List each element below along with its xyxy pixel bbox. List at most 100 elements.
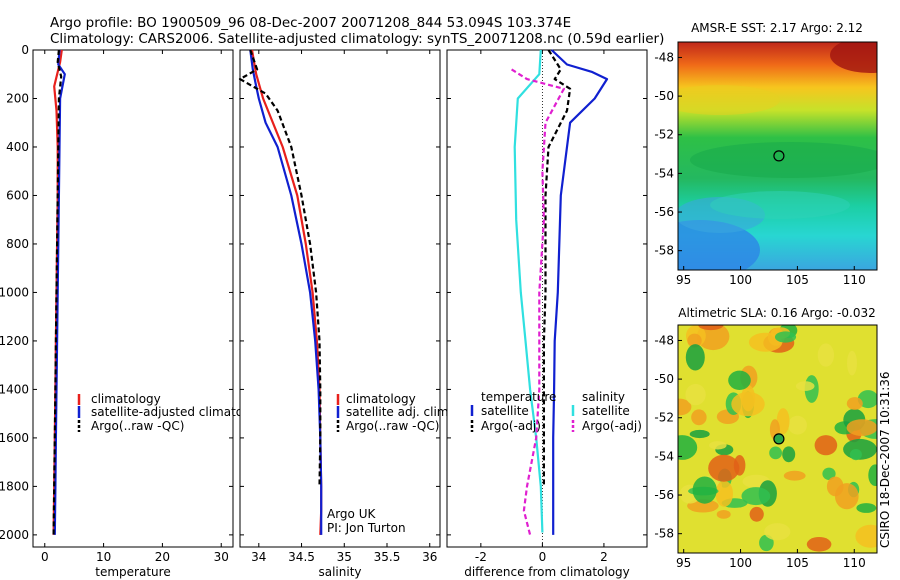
sla-patch [776, 408, 790, 435]
float-position-marker [773, 433, 785, 445]
y-tick-label: 1000 [0, 285, 29, 299]
map-y-tick-label: -58 [654, 527, 674, 541]
x-tick-label: 30 [214, 550, 229, 564]
float-position-marker [773, 150, 785, 162]
map-y-tick-label: -50 [654, 89, 674, 103]
y-tick-label: 1400 [0, 382, 29, 396]
map-x-tick-label: 95 [676, 556, 691, 570]
sla-patch [685, 344, 705, 371]
legend-label-satellite-adj: satellite adj. clim. [346, 405, 452, 419]
sla-patch [855, 524, 877, 548]
y-tick-label: 800 [6, 237, 29, 251]
difference-xlabel: difference from climatology [464, 565, 630, 579]
sla-patch [846, 397, 863, 410]
map-x-tick-label: 105 [786, 556, 809, 570]
legend-title-salinity: salinity [582, 390, 625, 404]
sla-patch [822, 467, 836, 480]
sla-patch [733, 455, 746, 476]
y-tick-label: 200 [6, 91, 29, 105]
map-y-tick-label: -56 [654, 488, 674, 502]
map-x-tick-label: 95 [676, 273, 691, 287]
map-x-tick-label: 100 [729, 273, 752, 287]
sla-patch [788, 415, 807, 435]
temperature-ticks: 0 10 20 30 0 200 400 600 800 1000 1200 1400 1600 1800… [0, 43, 233, 564]
y-tick-label: 2000 [0, 528, 29, 542]
figure-header-line1: Argo profile: BO 1900509_96 08-Dec-2007 … [50, 15, 571, 31]
sla-patch [806, 537, 832, 552]
x-tick-label: 10 [96, 550, 111, 564]
principal-investigator-label: PI: Jon Turton [327, 521, 406, 535]
x-tick-label: 35.5 [374, 550, 401, 564]
difference-lines [511, 49, 609, 536]
salinity-ticks: 34 34.5 35 35.5 36 [240, 49, 440, 564]
sla-patch [698, 325, 724, 331]
sla-patch [731, 392, 765, 417]
series-line [52, 49, 63, 535]
sla-patch [689, 429, 710, 439]
map-x-tick-label: 105 [786, 273, 809, 287]
y-tick-label: 600 [6, 188, 29, 202]
x-tick-label: 2 [600, 550, 608, 564]
x-tick-label: 35 [337, 550, 352, 564]
salinity-lines [238, 49, 323, 535]
temperature-panel: 0 10 20 30 0 200 400 600 800 1000 1200 1400 1600 1800… [0, 43, 269, 579]
legend-label-satellite-adjusted: satellite-adjusted climatology [91, 405, 269, 419]
difference-legend-salinity: salinity satellite Argo(-adj) [571, 390, 642, 433]
y-tick-label: 1600 [0, 431, 29, 445]
sla-patch [678, 398, 692, 416]
temperature-axes-frame [32, 49, 234, 548]
salinity-xlabel: salinity [318, 565, 361, 579]
sla-patch [835, 483, 859, 510]
difference-panel: -2 0 2 difference from climatology tempera… [446, 49, 648, 579]
y-tick-label: 1800 [0, 479, 29, 493]
float-owner-label: Argo UK [327, 507, 376, 521]
legend-label-climatology: climatology [91, 392, 161, 406]
map-y-tick-label: -52 [654, 128, 674, 142]
map-y-tick-label: -50 [654, 372, 674, 386]
sla-patch [748, 332, 783, 352]
legend-title-temperature: temperature [481, 390, 556, 404]
legend-label-climatology: climatology [346, 392, 416, 406]
sla-patch [817, 343, 835, 367]
map-y-tick-label: -48 [654, 333, 674, 347]
legend-label-temperature-argo: Argo(-adj) [481, 419, 541, 433]
map-y-tick-label: -52 [654, 411, 674, 425]
y-tick-label: 400 [6, 140, 29, 154]
sla-patch [764, 523, 791, 541]
map-y-tick-label: -48 [654, 50, 674, 64]
sst-map-frame [677, 41, 878, 271]
sla-patch [709, 441, 727, 450]
sla-patch [769, 446, 782, 460]
source-timestamp-label: CSIRO 18-Dec-2007 10:31:36 [878, 371, 892, 548]
map-y-tick-label: -56 [654, 205, 674, 219]
sla-map-panel: Altimetric SLA: 0.16 Argo: -0.032 95 100 1… [654, 306, 878, 570]
sla-patch [708, 454, 740, 482]
series-line [550, 49, 609, 535]
sla-patch [782, 446, 796, 463]
legend-label-argo: Argo(..raw -QC) [346, 419, 439, 433]
salinity-panel: 34 34.5 35 35.5 36 salinity climatology sate… [238, 49, 452, 579]
sst-warm-patch [830, 42, 877, 73]
y-tick-label: 1200 [0, 334, 29, 348]
sla-anomaly-patches [678, 325, 877, 552]
map-y-tick-label: -54 [654, 449, 674, 463]
temperature-lines [52, 49, 66, 535]
difference-axes-frame [446, 49, 648, 548]
series-line [542, 49, 572, 487]
legend-label-salinity-argo: Argo(-adj) [582, 419, 642, 433]
legend-label-temperature-satellite: satellite [481, 404, 529, 418]
sla-patch [749, 506, 764, 522]
x-tick-label: 0 [539, 550, 547, 564]
sst-field [678, 42, 877, 270]
sla-patch [678, 435, 698, 460]
legend-label-argo: Argo(..raw -QC) [91, 419, 184, 433]
sla-patch [868, 464, 877, 486]
series-line [513, 49, 544, 533]
sla-patch [716, 510, 731, 519]
sst-mixed-patch [710, 191, 850, 219]
salinity-legend: climatology satellite adj. clim. Argo(..… [336, 392, 452, 433]
x-tick-label: 34.5 [288, 550, 315, 564]
map-y-tick-label: -58 [654, 244, 674, 258]
x-tick-label: 34 [251, 550, 266, 564]
